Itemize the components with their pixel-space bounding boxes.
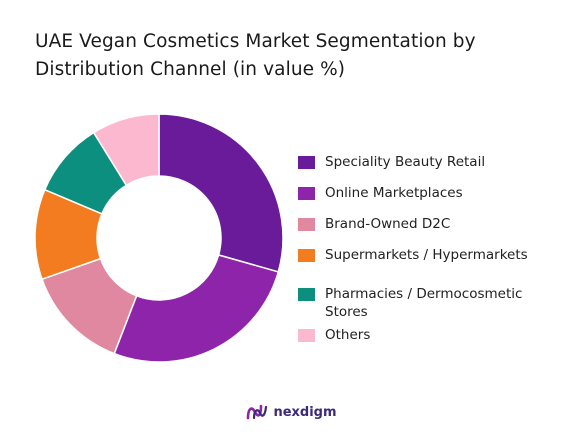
legend-item-supermarkets-hypermarkets: Supermarkets / Hypermarkets [298, 246, 565, 264]
legend-item-speciality-beauty-retail: Speciality Beauty Retail [298, 153, 565, 171]
legend-label: Others [325, 327, 371, 343]
legend-item-pharmacies-dermocosmetic-stores: Pharmacies / Dermocosmetic Stores [298, 285, 565, 321]
brand-footer: nexdigm [0, 402, 583, 422]
legend-label: Speciality Beauty Retail [325, 154, 486, 170]
legend-item-brand-owned-d2c: Brand-Owned D2C [298, 215, 565, 233]
legend-item-others: Others [298, 326, 565, 344]
nexdigm-logo-icon [247, 404, 268, 420]
legend-swatch [298, 249, 315, 262]
legend-item-online-marketplaces: Online Marketplaces [298, 184, 565, 202]
legend-swatch [298, 156, 315, 169]
legend-label: Supermarkets / Hypermarkets [325, 247, 528, 263]
brand-name: nexdigm [273, 404, 337, 420]
legend-label: Online Marketplaces [325, 185, 463, 201]
legend-swatch [298, 329, 315, 342]
donut-slice-others [92, 113, 160, 187]
legend-label: Brand-Owned D2C [325, 216, 451, 232]
legend-swatch [298, 218, 315, 231]
donut-slice-speciality-beauty-retail [158, 113, 284, 273]
legend-swatch [298, 187, 315, 200]
legend-label: Pharmacies / Dermocosmetic Stores [325, 286, 523, 320]
chart-title: UAE Vegan Cosmetics Market Segmentation … [35, 31, 476, 80]
donut-slice-online-marketplaces [113, 254, 280, 363]
legend-swatch [298, 288, 315, 301]
